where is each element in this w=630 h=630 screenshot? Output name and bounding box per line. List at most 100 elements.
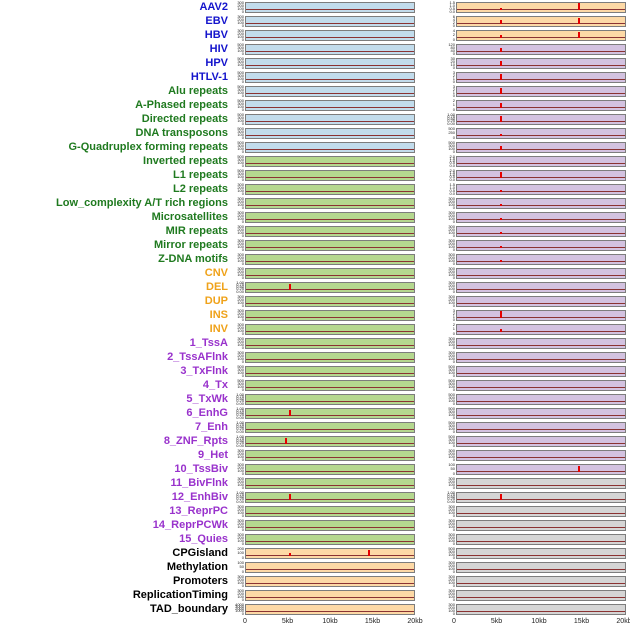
profile-panel-left	[245, 113, 415, 125]
y-tick-label: 0	[452, 386, 455, 392]
y-tick-label: 100	[237, 117, 244, 123]
y-tick-label: 100	[448, 355, 455, 361]
signal-baseline	[246, 610, 414, 612]
row-label: 13_ReprPC	[169, 505, 228, 517]
signal-spike	[499, 102, 502, 108]
y-axis-ticks: 100 50 0	[441, 462, 456, 476]
y-tick-label: 4000	[235, 601, 244, 607]
signal-baseline	[246, 78, 414, 80]
y-tick-label: 0	[452, 470, 455, 476]
x-tick-label: 15kb	[573, 618, 590, 625]
signal-baseline	[457, 414, 625, 416]
y-axis-ticks: 300 200 100 0	[230, 532, 245, 545]
profile-panel-left	[245, 253, 415, 265]
feature-row: 4_Tx 500 300 100 0 500 300 100 0	[0, 378, 630, 392]
signal-spike	[499, 145, 502, 150]
y-tick-label: 300	[237, 475, 244, 481]
column-gap	[415, 427, 439, 428]
y-tick-label: 100	[448, 145, 455, 151]
y-tick-label: 500	[237, 167, 244, 173]
signal-baseline	[457, 22, 625, 24]
y-axis-ticks: 300 200 100 0	[230, 14, 245, 27]
y-tick-label: 100	[448, 509, 455, 515]
y-tick-label: 500	[448, 433, 455, 439]
y-tick-label: 0	[452, 232, 455, 238]
y-tick-label: 1.0	[449, 2, 455, 8]
signal-baseline	[457, 484, 625, 486]
y-tick-label: 0.25	[447, 118, 455, 124]
signal-baseline	[457, 498, 625, 500]
row-label: Promoters	[172, 575, 228, 587]
x-axis-left: 0 5kb 10kb 15kb 20kb	[243, 618, 423, 628]
profile-panel-left	[245, 519, 415, 531]
row-label: DEL	[206, 281, 228, 293]
y-axis-ticks: 300 200 100 0	[441, 531, 456, 545]
y-tick-label: 6	[452, 13, 455, 19]
y-tick-label: 500	[237, 97, 244, 103]
signal-baseline	[246, 36, 414, 38]
signal-baseline	[246, 92, 414, 94]
profile-panel-right	[456, 337, 626, 349]
y-tick-label: 0	[241, 64, 244, 70]
y-tick-label: 0.00	[236, 442, 244, 448]
column-gap	[415, 119, 439, 120]
y-tick-label: 100	[448, 341, 455, 347]
signal-baseline	[246, 414, 414, 416]
y-axis-ticks: 300 200 100 0	[230, 517, 245, 531]
y-tick-label: 200	[448, 604, 455, 610]
signal-baseline	[457, 540, 625, 542]
y-tick-label: 0.25	[236, 398, 244, 404]
y-tick-label: 100	[448, 523, 455, 529]
signal-baseline	[246, 50, 414, 52]
signal-baseline	[246, 246, 414, 248]
profile-panel-right	[456, 197, 626, 209]
y-axis-ticks: 1.00 0.75 0.50 0.25 0.00	[441, 490, 456, 503]
y-tick-label: 0	[452, 50, 455, 56]
y-tick-label: 0	[241, 274, 244, 280]
signal-spike	[499, 189, 502, 192]
profile-panel-left	[245, 239, 415, 251]
signal-baseline	[457, 386, 625, 388]
y-tick-label: 0	[452, 484, 455, 490]
feature-row: ReplicationTiming 300 200 100 0 300 200 100 0	[0, 588, 630, 602]
y-tick-label: 0	[241, 246, 244, 252]
y-tick-label: 0	[452, 288, 455, 294]
y-tick-label: 300	[237, 44, 244, 50]
signal-spike	[499, 7, 502, 10]
profile-panel-right	[456, 323, 626, 335]
y-tick-label: 300	[237, 503, 244, 509]
signal-spike	[499, 73, 502, 80]
feature-row: 14_ReprPCWk 300 200 100 0 300 200 100 0	[0, 518, 630, 532]
y-tick-label: 100	[237, 229, 244, 235]
y-axis-ticks: 500 300 100 0	[441, 433, 456, 447]
feature-row: INS 300 200 100 0 3 2 1 0	[0, 308, 630, 322]
y-tick-label: 0.50	[447, 116, 455, 121]
y-tick-label: 4	[452, 16, 455, 22]
profile-panel-left	[245, 295, 415, 307]
y-tick-label: 300	[448, 531, 455, 537]
y-tick-label: 100	[237, 537, 244, 543]
signal-baseline	[246, 162, 414, 164]
profile-panel-right	[456, 85, 626, 97]
y-tick-label: 100	[237, 187, 244, 193]
y-axis-ticks: 300 200 100 0	[441, 602, 456, 615]
y-tick-label: 0	[241, 50, 244, 56]
y-axis-ticks: 500 300 100 0	[441, 378, 456, 392]
y-tick-label: 0	[452, 134, 455, 140]
y-axis-ticks: 30 20 10 0	[441, 56, 456, 69]
feature-row: TAD_boundary 4000 3000 2000 1000 0 300 200 100 0	[0, 602, 630, 616]
row-label: AAV2	[199, 1, 228, 13]
profile-panel-right	[456, 449, 626, 461]
y-tick-label: 0	[241, 36, 244, 42]
profile-panel-right	[456, 141, 626, 153]
column-gap	[415, 357, 439, 358]
feature-row: HTLV-1 500 300 100 0 3 2 1 0	[0, 70, 630, 84]
y-tick-label: 1.0	[449, 158, 455, 163]
row-label: DNA transposons	[135, 127, 229, 139]
signal-baseline	[246, 442, 414, 444]
row-label: Methylation	[166, 561, 228, 573]
y-tick-label: 200	[448, 506, 455, 512]
signal-spike	[499, 203, 502, 206]
y-tick-label: 300	[237, 517, 244, 523]
y-axis-ticks: 1.00 0.75 0.50 0.25 0.00	[230, 392, 245, 405]
